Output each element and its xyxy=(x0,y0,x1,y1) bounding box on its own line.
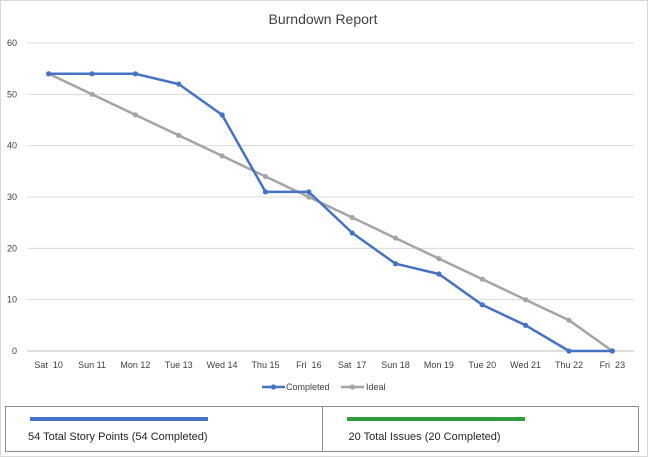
y-tick-label: 0 xyxy=(12,346,17,356)
legend-item-completed[interactable]: Completed xyxy=(262,382,330,392)
story-points-progress-bar xyxy=(30,417,208,421)
data-point-completed xyxy=(479,302,485,308)
data-point-completed xyxy=(132,71,138,77)
x-tick-label: Sat 17 xyxy=(338,360,367,370)
burndown-chart: Burndown Report 0 10 20 30 40 50 60 Sat 10 Sun … xyxy=(7,11,634,392)
issues-summary: 20 Total Issues (20 Completed) xyxy=(321,407,639,451)
legend-label-completed: Completed xyxy=(286,382,330,392)
x-tick-label: Tue 20 xyxy=(468,360,496,370)
data-point-completed xyxy=(262,189,269,195)
data-point-ideal xyxy=(523,297,529,303)
series-ideal xyxy=(46,71,615,354)
data-point-ideal xyxy=(132,112,138,118)
data-point-completed xyxy=(89,71,95,77)
data-point-ideal xyxy=(566,317,572,323)
summary-panel: 54 Total Story Points (54 Completed) 20 … xyxy=(5,406,639,452)
x-tick-label: Thu 15 xyxy=(251,360,279,370)
legend-item-ideal[interactable]: Ideal xyxy=(341,382,386,392)
chart-legend: Completed Ideal xyxy=(262,382,386,392)
x-tick-label: Sun 11 xyxy=(78,360,106,370)
data-point-completed xyxy=(392,261,399,267)
y-tick-label: 50 xyxy=(7,89,17,99)
issues-text: 20 Total Issues (20 Completed) xyxy=(348,431,501,443)
series-line-ideal xyxy=(48,72,614,353)
data-point-completed xyxy=(219,112,225,118)
x-tick-label: Fri 16 xyxy=(296,360,322,370)
data-point-ideal xyxy=(262,173,269,180)
x-tick-label: Sat 10 xyxy=(34,360,63,370)
y-tick-label: 20 xyxy=(7,243,17,253)
legend-label-ideal: Ideal xyxy=(366,382,386,392)
x-tick-label: Tue 13 xyxy=(165,360,193,370)
chart-title: Burndown Report xyxy=(269,11,378,27)
y-tick-label: 30 xyxy=(7,192,17,202)
data-point-ideal xyxy=(89,91,95,97)
data-point-ideal xyxy=(479,276,485,282)
x-tick-label: Wed 21 xyxy=(510,360,541,370)
issues-progress-bar xyxy=(346,417,525,421)
data-point-ideal xyxy=(436,256,442,262)
y-tick-label: 10 xyxy=(7,295,17,305)
data-point-completed xyxy=(46,71,52,77)
x-tick-label: Wed 14 xyxy=(207,360,238,370)
data-point-completed xyxy=(523,322,529,328)
series-lines xyxy=(46,71,615,354)
data-point-ideal xyxy=(392,235,399,241)
legend-marker-ideal xyxy=(349,384,356,390)
gridlines xyxy=(27,42,634,352)
data-point-completed xyxy=(349,230,355,236)
data-point-ideal xyxy=(349,214,355,221)
data-point-completed xyxy=(436,271,442,277)
data-point-completed xyxy=(566,348,572,354)
x-tick-label: Fri 23 xyxy=(600,360,626,370)
x-tick-label: Sun 18 xyxy=(381,360,410,370)
y-axis-ticks: 0 10 20 30 40 50 60 xyxy=(7,38,17,356)
legend-marker-completed xyxy=(270,384,277,390)
series-line-completed xyxy=(48,72,613,353)
y-tick-label: 40 xyxy=(7,141,17,151)
data-point-completed xyxy=(306,189,312,195)
y-tick-label: 60 xyxy=(7,38,17,48)
data-point-ideal xyxy=(176,132,182,138)
data-point-completed xyxy=(609,348,615,354)
data-point-ideal xyxy=(219,153,225,159)
x-tick-label: Mon 12 xyxy=(120,360,150,370)
x-axis-ticks: Sat 10 Sun 11 Mon 12 Tue 13 Wed 14 Thu 15 Fri … xyxy=(34,360,625,370)
story-points-summary: 54 Total Story Points (54 Completed) xyxy=(6,407,322,451)
series-completed xyxy=(46,71,615,354)
story-points-text: 54 Total Story Points (54 Completed) xyxy=(28,431,208,443)
data-point-ideal xyxy=(306,194,312,200)
x-tick-label: Mon 19 xyxy=(424,360,454,370)
data-point-completed xyxy=(176,81,182,87)
x-tick-label: Thu 22 xyxy=(555,360,583,370)
